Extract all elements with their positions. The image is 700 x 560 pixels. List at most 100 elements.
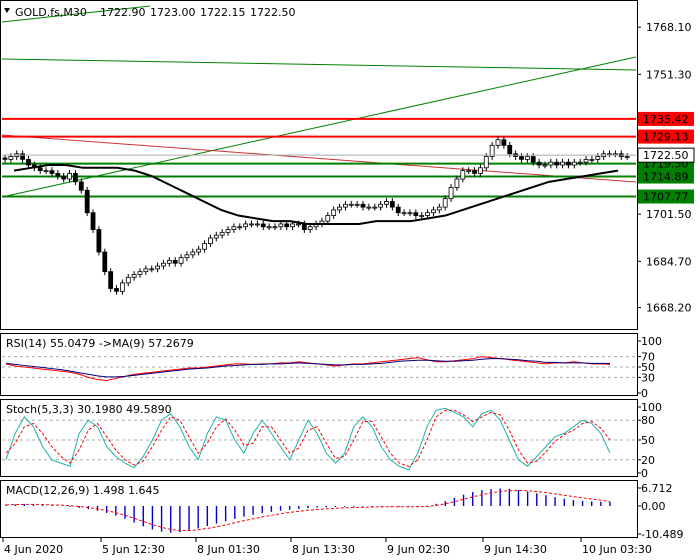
candle <box>612 153 618 156</box>
candle <box>61 175 67 180</box>
candle <box>231 226 237 230</box>
price-tick-label: 1668.20 <box>646 302 692 315</box>
symbol-header: GOLD.fs,M30 <box>15 6 87 19</box>
candle <box>213 234 219 239</box>
candle <box>225 229 231 233</box>
candle <box>55 173 61 177</box>
candle <box>442 198 448 208</box>
candle <box>595 156 601 160</box>
candle <box>501 139 507 146</box>
price-tick-label: 1684.70 <box>646 255 692 268</box>
candle <box>348 203 354 206</box>
candle <box>401 212 407 215</box>
candle <box>566 161 571 166</box>
candle <box>466 170 472 173</box>
price-tick-label: 1768.10 <box>646 21 692 34</box>
candle <box>272 226 278 229</box>
level-tag <box>638 169 694 184</box>
candle <box>577 161 583 164</box>
time-tick-label: 9 Jun 14:30 <box>484 543 547 556</box>
candle <box>90 212 96 230</box>
candle <box>331 209 337 216</box>
candle <box>478 167 483 174</box>
level-tag-label: 1735.42 <box>643 113 689 126</box>
axis-tick-label: 0 <box>641 467 648 480</box>
candle <box>536 161 542 166</box>
rsi-panel[interactable] <box>2 356 636 382</box>
price-panel[interactable] <box>1 5 637 295</box>
time-tick-label: 5 Jun 12:30 <box>102 543 165 556</box>
candle <box>260 223 266 228</box>
trendline-4[interactable] <box>1 134 637 183</box>
candle <box>161 262 166 267</box>
candle <box>208 237 213 244</box>
candle <box>548 161 554 166</box>
candle <box>8 156 14 160</box>
candle <box>407 212 413 215</box>
candle <box>472 170 477 174</box>
trendline-3[interactable] <box>1 56 637 198</box>
price-tick-label: 1751.30 <box>646 68 692 81</box>
axis-tick-label: 100 <box>641 401 662 414</box>
axis-tick-label: 70 <box>641 351 655 364</box>
collapse-triangle-icon[interactable] <box>4 8 10 13</box>
candle <box>278 223 284 228</box>
candle <box>243 223 249 228</box>
candle <box>307 226 313 230</box>
candle <box>436 206 442 211</box>
macd-panel[interactable] <box>5 488 611 533</box>
candle <box>589 158 595 161</box>
candle <box>254 223 260 226</box>
candle <box>524 156 530 160</box>
candle <box>519 156 524 160</box>
candle <box>219 231 225 236</box>
rsi-header: RSI(14) 55.0479 ->MA(9) 57.2679 <box>6 337 194 350</box>
ohlc-open: 1722.90 <box>100 6 146 19</box>
candle <box>119 282 125 292</box>
candle <box>266 226 272 229</box>
candle <box>571 161 577 166</box>
candle <box>102 251 108 273</box>
series-line-ma-9- <box>5 358 610 378</box>
candle <box>413 212 419 216</box>
candle <box>301 223 307 230</box>
candle <box>184 254 190 259</box>
candle <box>178 257 184 264</box>
candle <box>448 187 454 200</box>
candle <box>2 157 8 160</box>
candle <box>290 223 295 228</box>
trendline-2[interactable] <box>1 58 637 71</box>
candle <box>530 156 536 163</box>
candle <box>67 173 72 180</box>
level-tag <box>638 111 694 126</box>
candle <box>172 260 178 264</box>
candle <box>384 201 389 205</box>
current-price-label: 1722.50 <box>643 149 689 162</box>
axis-tick-label: 0 <box>641 387 648 400</box>
axis-tick-label: 100 <box>641 335 662 348</box>
candle <box>425 212 430 216</box>
axis-tick-label: 80 <box>641 414 655 427</box>
candle <box>237 226 243 229</box>
candle <box>20 153 26 160</box>
time-tick-label: 4 Jun 2020 <box>4 543 63 556</box>
candle <box>542 164 548 167</box>
level-tag-label: 1714.89 <box>643 171 689 184</box>
axis-tick-label: 6.712 <box>641 482 673 495</box>
stoch-header: Stoch(5,3,3) 30.1980 49.5890 <box>6 403 172 416</box>
time-tick-label: 8 Jun 01:30 <box>197 543 260 556</box>
candle <box>554 161 560 166</box>
trendline-1[interactable] <box>1 5 151 23</box>
candle <box>419 215 425 217</box>
ohlc-low: 1722.15 <box>200 6 246 19</box>
candle <box>37 167 43 172</box>
axes: 1768.10 1751.30 1701.50 1684.70 1668.20 1735.… <box>2 21 695 556</box>
stoch-panel[interactable] <box>2 407 636 471</box>
candle <box>131 274 137 278</box>
axis-tick-label: 30 <box>641 371 655 384</box>
candle <box>378 203 384 208</box>
candle <box>583 158 589 163</box>
candle <box>354 203 360 206</box>
candle <box>49 170 55 174</box>
